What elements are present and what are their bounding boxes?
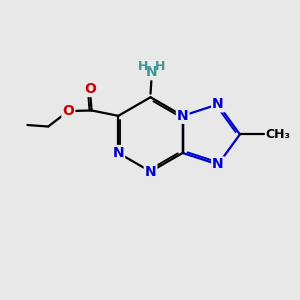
Text: H: H <box>138 60 148 74</box>
Text: N: N <box>212 158 224 172</box>
Text: CH₃: CH₃ <box>266 128 290 141</box>
Text: H: H <box>155 60 166 74</box>
Text: N: N <box>212 97 224 111</box>
Text: N: N <box>177 109 188 123</box>
Text: N: N <box>145 164 156 178</box>
Text: N: N <box>112 146 124 160</box>
Text: N: N <box>146 65 158 79</box>
Text: O: O <box>62 104 74 118</box>
Text: O: O <box>84 82 96 96</box>
